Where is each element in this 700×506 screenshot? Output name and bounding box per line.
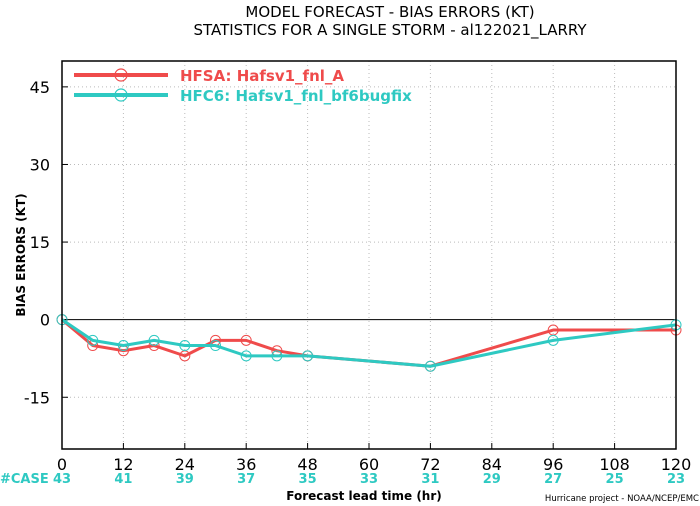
data-point	[271, 350, 283, 362]
y-tick-label: 15	[30, 233, 50, 252]
data-point	[117, 340, 129, 352]
case-count: 27	[544, 472, 562, 487]
legend-label: HFSA: Hafsv1_fnl_A	[180, 67, 344, 85]
legend-label: HFC6: Hafsv1_fnl_bf6bugfix	[180, 87, 412, 105]
series-line	[61, 318, 676, 368]
x-tick-label: 120	[661, 455, 692, 474]
data-point	[547, 334, 559, 346]
legend: HFSA: Hafsv1_fnl_A HFC6: Hafsv1_fnl_bf6bu…	[74, 67, 412, 105]
case-count: 39	[176, 472, 194, 487]
case-count: 37	[237, 472, 255, 487]
x-tick-label: 60	[359, 455, 379, 474]
y-axis-label: BIAS ERRORS (KT)	[14, 193, 28, 316]
series-line	[61, 318, 677, 368]
data-point	[179, 340, 191, 352]
data-point	[87, 334, 99, 346]
data-point	[240, 334, 252, 346]
y-tick-label: 45	[30, 78, 50, 97]
data-point	[148, 334, 160, 346]
plot-frame	[61, 60, 677, 450]
data-point	[424, 360, 436, 372]
case-row-label: #CASE	[0, 472, 49, 487]
y-tick-label: -15	[24, 388, 50, 407]
data-point	[302, 350, 314, 362]
x-tick-label: 72	[420, 455, 440, 474]
y-tick-label: 0	[40, 311, 50, 330]
legend-entry-2: HFC6: Hafsv1_fnl_bf6bugfix	[74, 87, 412, 105]
case-count: 25	[606, 472, 624, 487]
chart-title: MODEL FORECAST - BIAS ERRORS (KT)	[245, 3, 534, 21]
legend-swatch-marker	[114, 88, 128, 102]
legend-swatch-marker	[114, 68, 128, 82]
y-tick-label: 30	[30, 155, 50, 174]
x-tick-label: 48	[297, 455, 317, 474]
chart-subtitle: STATISTICS FOR A SINGLE STORM - al122021…	[193, 21, 587, 40]
credit-text: Hurricane project - NOAA/NCEP/EMC	[545, 494, 699, 504]
x-tick-label: 96	[543, 455, 563, 474]
grid-lines	[62, 61, 676, 449]
x-axis-tick-labels: 0 12 24 36 48 60 72 84 96 108 120	[57, 443, 691, 474]
case-count: 43	[53, 472, 71, 487]
case-count-row: 43 41 39 37 35 33 31 29 27 25 23	[53, 472, 685, 487]
data-point	[240, 350, 252, 362]
x-tick-label: 0	[57, 455, 67, 474]
x-tick-label: 108	[599, 455, 630, 474]
data-point	[210, 340, 221, 352]
case-count: 41	[114, 472, 132, 487]
x-tick-label: 84	[482, 455, 502, 474]
x-tick-label: 12	[113, 455, 133, 474]
series-1	[56, 314, 682, 372]
case-count: 33	[360, 472, 378, 487]
x-tick-label: 24	[175, 455, 195, 474]
y-axis-tick-labels: -15 0 15 30 45	[24, 78, 68, 407]
case-count: 23	[667, 472, 685, 487]
x-axis-label: Forecast lead time (hr)	[286, 489, 442, 503]
series-layer	[56, 314, 682, 372]
legend-entry-1: HFSA: Hafsv1_fnl_A	[74, 67, 344, 85]
case-count: 31	[421, 472, 439, 487]
case-count: 35	[299, 472, 317, 487]
series-2	[56, 314, 682, 372]
x-tick-label: 36	[236, 455, 256, 474]
case-count: 29	[483, 472, 501, 487]
